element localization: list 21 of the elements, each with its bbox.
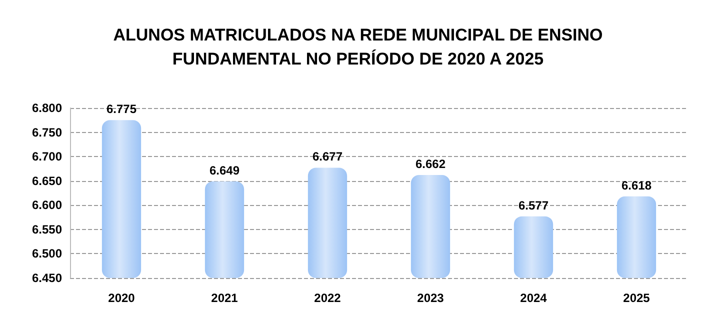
- data-label: 6.662: [415, 157, 446, 172]
- data-label: 6.677: [312, 150, 343, 164]
- y-tick-label: 6.700: [32, 150, 62, 164]
- x-tick-label: 2023: [417, 291, 444, 305]
- x-tick-label: 2024: [520, 291, 548, 305]
- y-tick-label: 6.500: [32, 246, 62, 261]
- data-label: 6.618: [621, 178, 652, 192]
- y-tick-label: 6.800: [32, 101, 62, 115]
- x-tick-label: 2020: [108, 291, 136, 305]
- x-tick-label: 2025: [623, 291, 650, 305]
- y-tick-label: 6.750: [32, 125, 62, 140]
- y-tick-label: 6.450: [32, 271, 62, 285]
- chart-title: ALUNOS MATRICULADOS NA REDE MUNICIPAL DE ENSINO FUNDAMENTAL NO PERÍODO DE 2020 A 2025: [113, 26, 603, 68]
- data-label: 6.775: [106, 102, 137, 116]
- x-tick-label: 2021: [211, 291, 238, 305]
- data-label: 6.577: [518, 198, 549, 212]
- y-tick-label: 6.550: [32, 222, 62, 236]
- x-tick-label: 2022: [314, 291, 342, 305]
- y-tick-label: 6.600: [32, 198, 62, 212]
- y-tick-label: 6.650: [32, 174, 62, 188]
- data-label: 6.649: [209, 163, 240, 178]
